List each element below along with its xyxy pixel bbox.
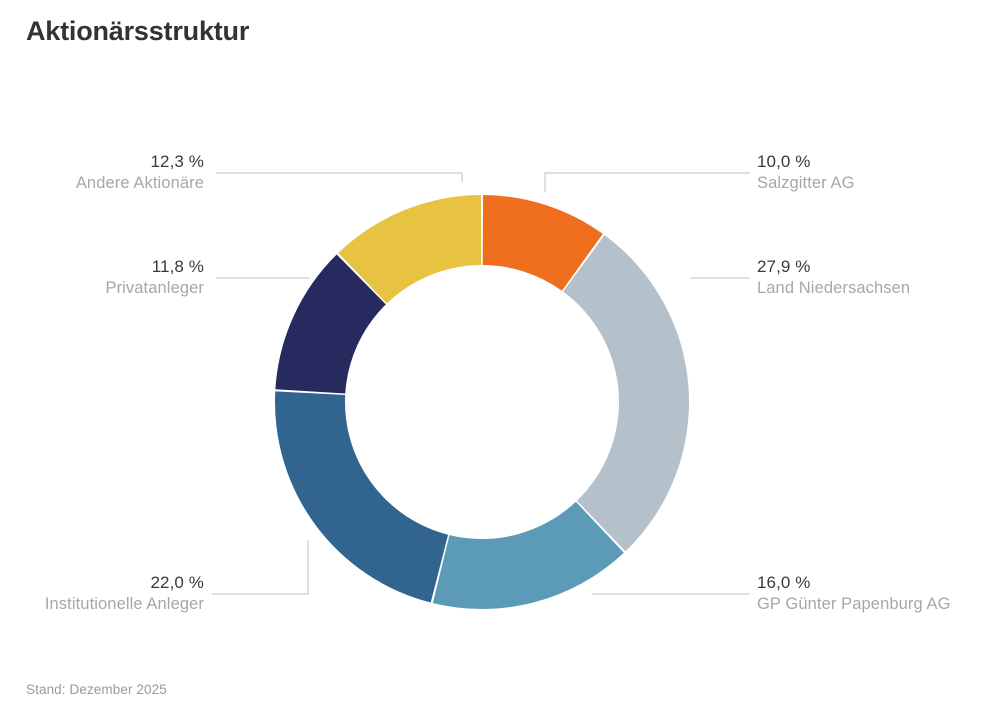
- callout-gp-guenter-papenburg: 16,0 % GP Günter Papenburg AG: [757, 572, 951, 615]
- leader-andere: [216, 172, 463, 182]
- callout-value: 22,0 %: [150, 573, 204, 592]
- callout-value: 10,0 %: [757, 152, 811, 171]
- callout-land-niedersachsen: 27,9 % Land Niedersachsen: [757, 256, 910, 299]
- callout-salzgitter: 10,0 % Salzgitter AG: [757, 151, 855, 194]
- callout-value: 11,8 %: [151, 257, 204, 276]
- leader-institutionelle: [212, 540, 309, 595]
- callout-privatanleger: 11,8 % Privatanleger: [4, 256, 204, 299]
- leader-salzgitter: [544, 172, 750, 192]
- callout-label: Andere Aktionäre: [75, 173, 204, 192]
- callout-label: Privatanleger: [105, 278, 204, 297]
- callout-label: GP Günter Papenburg AG: [757, 594, 951, 613]
- callout-label: Salzgitter AG: [757, 173, 855, 192]
- donut-slice: Privatanleger 11,8 %: [275, 254, 386, 394]
- callout-institutionelle-anleger: 22,0 % Institutionelle Anleger: [4, 572, 204, 615]
- donut-slice: GP Günter Papenburg AG 16,0 %: [432, 501, 624, 610]
- leader-lines: [212, 172, 750, 595]
- callout-value: 12,3 %: [150, 152, 204, 171]
- donut-slice: Salzgitter AG 10,0 %: [482, 195, 603, 291]
- footnote: Stand: Dezember 2025: [26, 682, 167, 697]
- donut-slices: Salzgitter AG 10,0 %Land Niedersachsen 2…: [274, 195, 690, 610]
- page-title: Aktionärsstruktur: [26, 16, 250, 46]
- callout-label: Land Niedersachsen: [757, 278, 911, 297]
- callout-value: 27,9 %: [757, 257, 811, 276]
- callout-label: Institutionelle Anleger: [44, 594, 204, 613]
- donut-slice: Land Niedersachsen 27,9 %: [563, 235, 690, 552]
- donut-slice: Andere Aktionäre 12,3 %: [338, 195, 482, 304]
- callout-value: 16,0 %: [757, 573, 811, 592]
- donut-slice: Institutionelle Anleger 22,0 %: [274, 391, 449, 603]
- callout-andere-aktionaere: 12,3 % Andere Aktionäre: [4, 151, 204, 194]
